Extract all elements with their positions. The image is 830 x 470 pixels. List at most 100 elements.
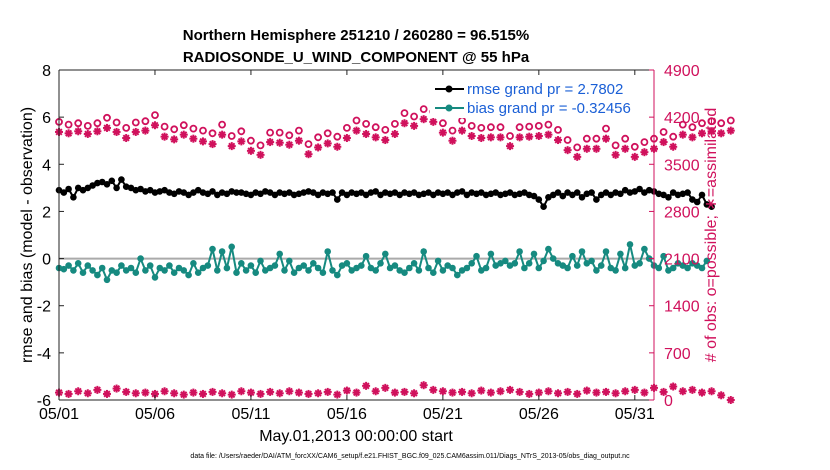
point-obs-assimilated [419, 115, 428, 124]
point-bias [98, 264, 106, 272]
y-tick-label: -2 [37, 299, 51, 316]
point-obs-assimilated-low- [640, 388, 649, 397]
point-obs-assimilated [141, 126, 150, 135]
point-rmse [535, 196, 543, 203]
point-obs-possible [592, 134, 601, 143]
point-obs-assimilated-low- [592, 388, 601, 397]
point-obs-possible [726, 116, 735, 125]
point-obs-assimilated [477, 134, 486, 143]
point-bias [617, 250, 624, 258]
point-rmse [108, 177, 116, 185]
point-obs-assimilated-low- [477, 386, 486, 395]
point-obs-possible [131, 118, 140, 127]
legend-marker-bias [445, 104, 453, 112]
point-obs-possible [563, 136, 572, 144]
point-rmse [617, 190, 624, 198]
point-bias [166, 262, 173, 269]
point-obs-possible [227, 132, 236, 140]
point-bias [564, 264, 571, 272]
point-rmse [103, 181, 111, 188]
point-rmse [636, 185, 643, 193]
point-obs-assimilated [246, 146, 255, 155]
point-obs-possible [323, 129, 332, 138]
point-rmse [559, 192, 567, 200]
point-obs-assimilated-low- [611, 389, 620, 398]
legend: rmse grand pr = 2.7802 bias grand pr = -… [430, 78, 648, 118]
point-obs-possible [160, 122, 169, 131]
point-obs-possible [314, 133, 323, 142]
point-obs-assimilated [131, 127, 140, 136]
point-bias [170, 269, 178, 277]
point-obs-assimilated-low- [697, 388, 706, 397]
point-obs-possible [237, 127, 246, 136]
point-bias [684, 264, 691, 272]
point-obs-assimilated-low- [544, 387, 553, 396]
point-obs-assimilated-low- [602, 387, 611, 396]
point-obs-assimilated-low- [630, 385, 639, 394]
point-bias [218, 248, 226, 255]
point-obs-assimilated [640, 148, 649, 157]
point-obs-assimilated-low- [150, 389, 159, 398]
point-obs-assimilated-low- [726, 396, 735, 404]
point-obs-possible [294, 126, 303, 135]
point-bias [430, 269, 437, 277]
point-obs-assimilated [256, 150, 265, 159]
point-obs-possible [179, 121, 188, 130]
point-obs-assimilated-low- [717, 391, 726, 400]
point-obs-assimilated [688, 133, 697, 142]
point-bias [569, 252, 576, 260]
point-obs-possible [218, 120, 227, 129]
point-obs-assimilated [112, 127, 121, 136]
point-rmse [372, 188, 380, 195]
point-obs-assimilated-low- [621, 387, 630, 396]
point-obs-assimilated-low- [179, 390, 188, 399]
point-obs-assimilated-low- [390, 388, 399, 397]
point-obs-assimilated [352, 126, 361, 135]
y-tick-label: 8 [42, 63, 51, 80]
point-obs-assimilated [381, 136, 390, 145]
point-obs-possible [151, 111, 159, 119]
point-obs-possible [678, 120, 687, 129]
point-obs-possible [83, 122, 92, 130]
point-obs-assimilated-low- [131, 389, 140, 398]
point-obs-possible [554, 125, 562, 134]
point-bias [406, 264, 413, 272]
point-obs-assimilated-low- [486, 388, 495, 397]
point-obs-assimilated-low- [458, 387, 467, 396]
point-obs-assimilated-low- [93, 385, 102, 394]
point-obs-assimilated-low- [294, 388, 303, 397]
x-tick-label: 05/21 [423, 406, 463, 423]
y-right-tick-label: 3500 [664, 157, 700, 174]
point-bias [70, 267, 77, 274]
point-obs-assimilated [218, 130, 227, 139]
x-tick-label: 05/31 [615, 406, 655, 423]
point-obs-assimilated-low- [333, 390, 342, 399]
point-rmse [693, 198, 701, 206]
point-obs-assimilated [458, 126, 467, 135]
point-bias [247, 262, 255, 269]
point-bias [190, 260, 197, 267]
point-bias [194, 269, 202, 277]
x-tick-label: 05/11 [232, 406, 271, 423]
point-obs-assimilated-low- [189, 388, 198, 397]
point-obs-assimilated-low- [237, 387, 246, 396]
point-obs-assimilated [74, 127, 83, 136]
point-rmse [458, 188, 466, 195]
point-bias [545, 245, 552, 253]
point-obs-possible [74, 119, 83, 128]
point-obs-assimilated [342, 134, 351, 143]
point-obs-assimilated-low- [304, 389, 313, 398]
y-right-tick-label: 700 [664, 346, 691, 363]
point-obs-assimilated-low- [659, 387, 668, 396]
point-bias [314, 264, 322, 272]
point-obs-possible [141, 117, 150, 126]
point-obs-assimilated [102, 123, 111, 132]
point-rmse [588, 189, 595, 196]
point-bias [391, 262, 399, 269]
point-obs-possible [381, 125, 390, 134]
point-bias [621, 264, 629, 272]
point-bias [669, 264, 677, 272]
point-bias [573, 262, 581, 269]
point-rmse [70, 194, 77, 201]
